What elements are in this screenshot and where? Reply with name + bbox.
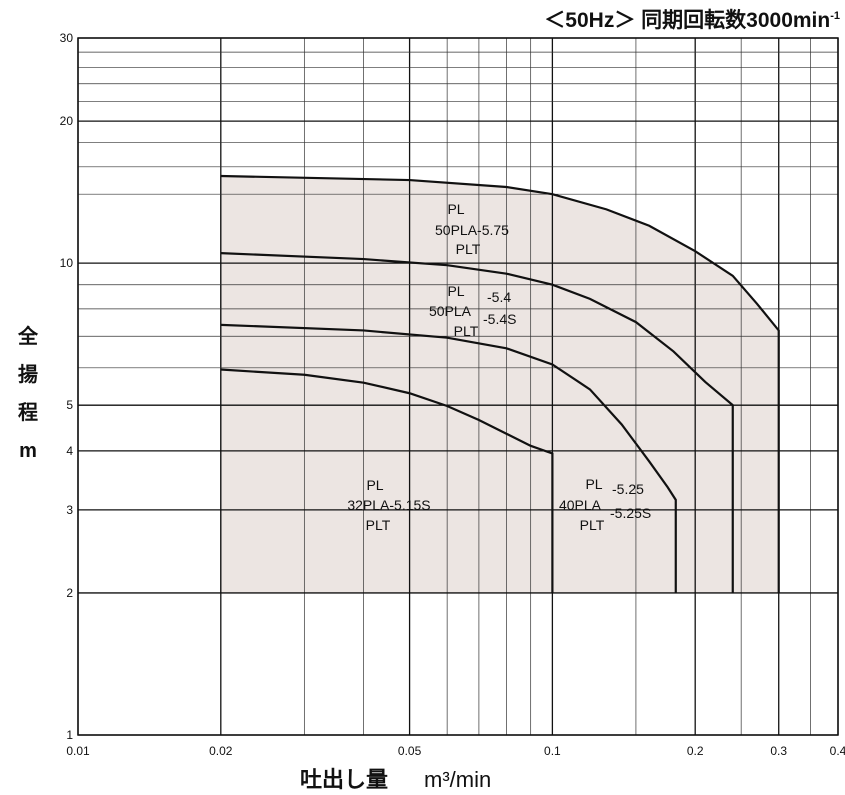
y-axis-label-char: m (19, 440, 37, 462)
x-axis-label: 吐出し量 m³/min (300, 767, 492, 792)
model-label: PLT (366, 517, 391, 533)
x-tick-label: 0.4 (830, 744, 845, 758)
y-axis-label-char: 程 (18, 402, 38, 424)
model-label: 32PLA-5.15S (347, 497, 430, 513)
series-line (220, 174, 780, 593)
y-tick-label: 4 (66, 444, 73, 458)
model-label: 50PLA-5.75 (435, 222, 509, 238)
chart-title: ＜50Hz＞ 同期回転数3000min-1 (544, 9, 840, 32)
x-axis-unit: m³/min (424, 767, 492, 792)
model-label: -5.4 (487, 289, 511, 305)
y-tick-label: 10 (60, 256, 74, 270)
series-line (220, 323, 677, 593)
frame-group (77, 37, 839, 736)
annotations-group: PL 50PLA-5.75 PLT PL 50PLA PLT -5.4 -5.4S PL 32PL… (347, 201, 651, 533)
series-line (220, 368, 554, 593)
y-tick-label: 5 (66, 398, 73, 412)
x-tick-label: 0.01 (66, 744, 90, 758)
x-tick-label: 0.1 (544, 744, 561, 758)
plot-frame (77, 37, 839, 736)
y-axis-label-char: 揚 (18, 364, 38, 386)
y-tick-label: 20 (60, 114, 74, 128)
model-label: PL (447, 283, 464, 299)
x-tick-label: 0.05 (398, 744, 422, 758)
model-label: 40PLA (559, 497, 602, 513)
model-label: -5.25S (610, 505, 651, 521)
model-label: PL (447, 201, 464, 217)
model-label: PL (366, 477, 383, 493)
model-label: -5.25 (612, 481, 644, 497)
x-tick-label: 0.3 (770, 744, 787, 758)
series-group (220, 174, 780, 593)
model-label: 50PLA (429, 303, 472, 319)
model-label: PLT (454, 323, 479, 339)
y-tick-label: 3 (66, 503, 73, 517)
y-tick-label: 1 (66, 728, 73, 742)
series-line (220, 252, 734, 593)
y-axis-label-char: 全 (18, 326, 38, 348)
model-label: PLT (580, 517, 605, 533)
x-tick-label: 0.2 (687, 744, 704, 758)
x-tick-label: 0.02 (209, 744, 233, 758)
tick-labels-group: 0.01 0.02 0.05 0.1 0.2 0.3 0.4 1 2 3 4 5 10 20 30 (60, 31, 845, 758)
model-label: PL (585, 476, 602, 492)
model-label: PLT (456, 241, 481, 257)
y-axis-label: 全 揚 程 m (14, 318, 42, 470)
y-tick-label: 30 (60, 31, 74, 45)
model-label: -5.4S (483, 311, 516, 327)
y-tick-label: 2 (66, 586, 73, 600)
